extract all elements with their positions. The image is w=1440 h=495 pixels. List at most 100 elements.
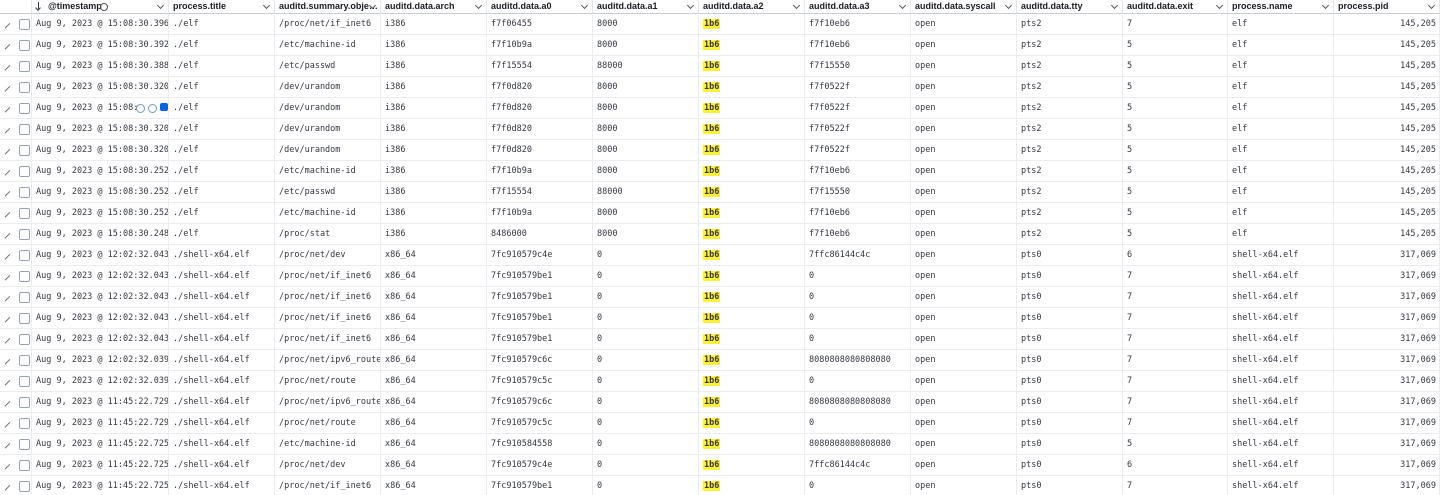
filter-in-button[interactable] <box>136 104 145 113</box>
expand-button[interactable] <box>4 148 16 160</box>
cell-value: 5 <box>1127 82 1133 92</box>
cell: /proc/net/if_inet6 <box>275 266 381 287</box>
row-checkbox[interactable] <box>19 250 30 261</box>
row-checkbox[interactable] <box>19 313 30 324</box>
cell: open <box>911 140 1017 161</box>
row-checkbox[interactable] <box>19 103 30 114</box>
cell: f7f10b9a <box>487 161 593 182</box>
column-header[interactable]: process.name <box>1228 0 1334 14</box>
cell-value: 8080808080808080 <box>809 397 891 407</box>
expand-button[interactable] <box>4 232 16 244</box>
row-checkbox[interactable] <box>19 61 30 72</box>
expand-button[interactable] <box>4 400 16 412</box>
column-menu[interactable] <box>1427 1 1436 10</box>
cell: f7f15554 <box>487 56 593 77</box>
column-header[interactable]: auditd.data.a0 <box>487 0 593 14</box>
column-menu[interactable] <box>1321 1 1330 10</box>
row-checkbox[interactable] <box>19 82 30 93</box>
cell: 7ffc86144c4c <box>805 455 911 476</box>
expand-button[interactable] <box>4 274 16 286</box>
expand-button[interactable] <box>4 127 16 139</box>
column-menu[interactable] <box>262 1 271 10</box>
expand-button[interactable] <box>4 211 16 223</box>
cell: 145,205 <box>1334 14 1440 35</box>
column-header[interactable]: auditd.data.a1 <box>593 0 699 14</box>
column-menu[interactable] <box>474 1 483 10</box>
row-checkbox[interactable] <box>19 334 30 345</box>
column-header[interactable]: process.pid <box>1334 0 1440 14</box>
expand-button[interactable] <box>4 64 16 76</box>
row-checkbox[interactable] <box>19 397 30 408</box>
expand-button[interactable] <box>4 421 16 433</box>
column-menu[interactable] <box>898 1 907 10</box>
cell-value: elf <box>1232 40 1248 50</box>
column-header[interactable]: auditd.data.arch <box>381 0 487 14</box>
row-checkbox[interactable] <box>19 439 30 450</box>
expand-button[interactable] <box>4 253 16 265</box>
row-checkbox[interactable] <box>19 208 30 219</box>
expand-button[interactable] <box>4 22 16 34</box>
cell: shell-x64.elf <box>1228 455 1334 476</box>
cell-value: shell-x64.elf <box>1232 418 1299 428</box>
expand-button[interactable] <box>4 190 16 202</box>
expand-button[interactable] <box>4 295 16 307</box>
cell-value: open <box>915 418 936 428</box>
cell-value: pts0 <box>1021 376 1042 386</box>
column-header[interactable]: auditd.data.a2 <box>699 0 805 14</box>
row-checkbox[interactable] <box>19 40 30 51</box>
cell-value: shell-x64.elf <box>1232 439 1299 449</box>
cell: 7fc910579c4e <box>487 455 593 476</box>
column-header[interactable]: auditd.summary.obje… <box>275 0 381 14</box>
row-checkbox[interactable] <box>19 271 30 282</box>
column-header[interactable]: process.title <box>169 0 275 14</box>
row-checkbox[interactable] <box>19 355 30 366</box>
row-checkbox[interactable] <box>19 292 30 303</box>
cell-value: Aug 9, 2023 @ 12:02:32.043 <box>36 313 169 323</box>
column-menu[interactable] <box>792 1 801 10</box>
expand-button[interactable] <box>4 316 16 328</box>
row-checkbox[interactable] <box>19 166 30 177</box>
expand-button[interactable] <box>4 337 16 349</box>
row-checkbox[interactable] <box>19 19 30 30</box>
row-checkbox[interactable] <box>19 481 30 492</box>
column-header[interactable]: auditd.data.syscall <box>911 0 1017 14</box>
expand-button[interactable] <box>4 358 16 370</box>
expand-button[interactable] <box>4 484 16 495</box>
column-header[interactable]: @timestamp <box>32 0 169 14</box>
row-checkbox[interactable] <box>19 460 30 471</box>
cell-value: elf <box>1232 124 1248 134</box>
cell-value: f7f10eb6 <box>809 166 850 176</box>
expand-button[interactable] <box>4 463 16 475</box>
column-menu[interactable] <box>580 1 589 10</box>
column-menu[interactable] <box>1004 1 1013 10</box>
cell-value: ./elf <box>173 208 199 218</box>
expand-button[interactable] <box>4 379 16 391</box>
row-checkbox[interactable] <box>19 187 30 198</box>
cell: open <box>911 77 1017 98</box>
cell-value: f7f0522f <box>809 145 850 155</box>
row-checkbox[interactable] <box>19 376 30 387</box>
expand-button[interactable] <box>4 169 16 181</box>
expand-button[interactable] <box>4 106 16 118</box>
cell-value: ./shell-x64.elf <box>173 418 250 428</box>
expand-button[interactable] <box>4 85 16 97</box>
row-checkbox[interactable] <box>19 145 30 156</box>
row-checkbox[interactable] <box>19 229 30 240</box>
column-menu[interactable] <box>686 1 695 10</box>
cell: ./shell-x64.elf <box>169 350 275 371</box>
cell-value: Aug 9, 2023 @ 11:45:22.729 <box>36 418 169 428</box>
row-checkbox[interactable] <box>19 418 30 429</box>
expand-button[interactable] <box>4 43 16 55</box>
column-header[interactable]: auditd.data.exit <box>1123 0 1228 14</box>
column-menu[interactable] <box>156 1 165 10</box>
expand-button[interactable] <box>4 442 16 454</box>
column-menu[interactable] <box>1110 1 1119 10</box>
filter-out-button[interactable] <box>148 104 157 113</box>
column-menu[interactable] <box>1215 1 1224 10</box>
column-header[interactable]: auditd.data.a3 <box>805 0 911 14</box>
cell-value: pts2 <box>1021 82 1042 92</box>
cell-value: i386 <box>385 187 406 197</box>
row-checkbox[interactable] <box>19 124 30 135</box>
column-header[interactable]: auditd.data.tty <box>1017 0 1123 14</box>
cell-checkbox[interactable] <box>160 103 168 111</box>
